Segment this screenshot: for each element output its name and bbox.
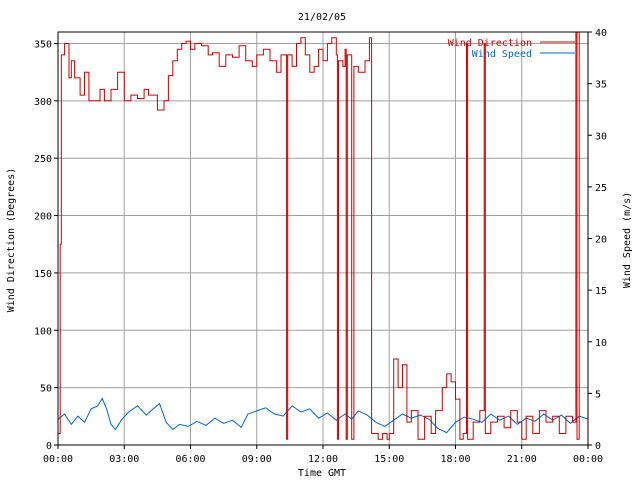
left-tick-label: 50 [40,384,52,395]
x-axis-ticks: 00:00 03:00 06:00 09:00 12:00 15:00 18:00 21:00… [43,445,603,465]
series-line-wind-direction [58,31,588,440]
x-axis-label: Time GMT [298,468,346,479]
x-tick-label: 15:00 [374,454,404,465]
grid-lines [58,32,588,445]
left-tick-label: 250 [34,154,52,165]
left-tick-label: 200 [34,212,52,223]
right-tick-label: 10 [595,338,607,349]
left-tick-label: 0 [46,441,52,452]
x-tick-label: 12:00 [308,454,338,465]
right-tick-label: 25 [595,183,607,194]
right-axis-ticks: 0 5 10 15 20 25 30 35 40 [588,28,607,452]
x-tick-label: 21:00 [507,454,537,465]
chart-title: 21/02/05 [298,12,346,23]
x-tick-label: 09:00 [242,454,272,465]
right-tick-label: 20 [595,235,607,246]
left-tick-label: 300 [34,97,52,108]
x-tick-label: 18:00 [440,454,470,465]
right-tick-label: 15 [595,286,607,297]
legend-label-speed: Wind Speed [472,49,532,60]
right-tick-label: 35 [595,80,607,91]
left-tick-label: 100 [34,326,52,337]
legend-label-direction: Wind Direction [448,38,532,49]
left-axis-label: Wind Direction (Degrees) [6,168,17,313]
left-tick-label: 150 [34,269,52,280]
x-tick-label: 06:00 [175,454,205,465]
right-axis-label: Wind Speed (m/s) [622,192,633,288]
x-tick-label: 03:00 [109,454,139,465]
right-tick-label: 40 [595,28,607,39]
series-layer [57,31,589,440]
x-tick-label: 00:00 [573,454,603,465]
series-line-wind-speed [57,397,589,434]
x-tick-label: 00:00 [43,454,73,465]
legend: Wind Direction Wind Speed [448,38,575,60]
right-tick-label: 5 [595,389,601,400]
right-tick-label: 30 [595,131,607,142]
left-tick-label: 350 [34,39,52,50]
left-axis-ticks: 0 50 100 150 200 250 300 350 [34,39,58,452]
right-tick-label: 0 [595,441,601,452]
